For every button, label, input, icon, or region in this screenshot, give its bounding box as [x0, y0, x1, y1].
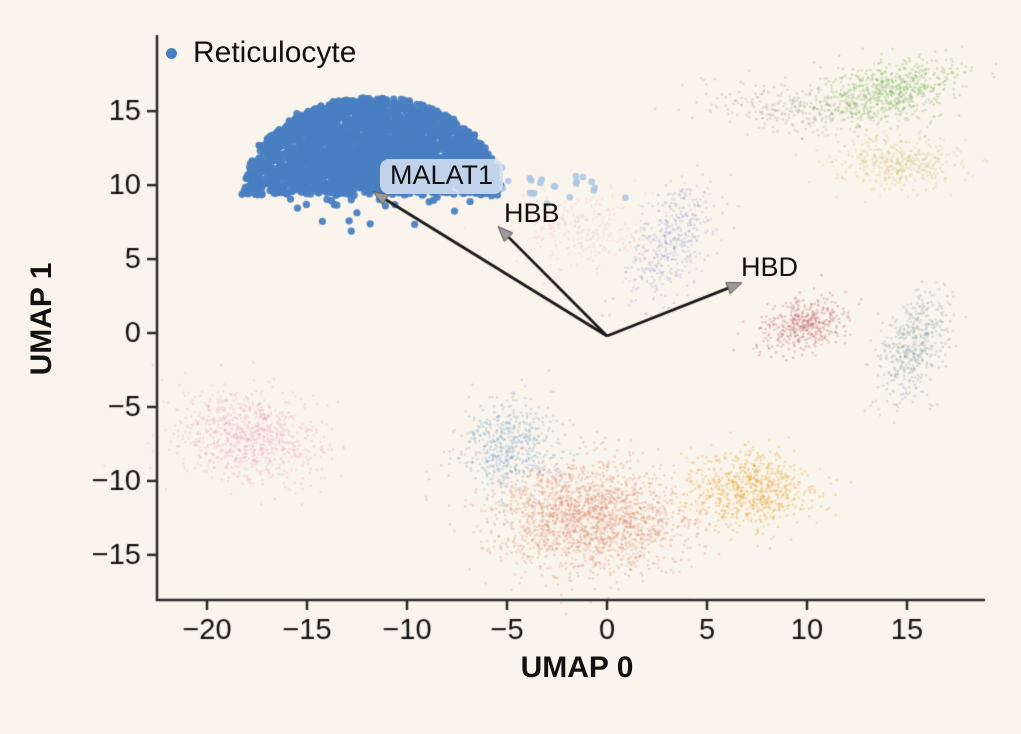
gene-label-hbb: HBB [504, 198, 560, 229]
gene-label-malat1: MALAT1 [380, 159, 504, 194]
legend-label-reticulocyte: Reticulocyte [193, 36, 357, 69]
y-axis-title: UMAP 1 [25, 262, 58, 376]
legend: Reticulocyte [166, 36, 356, 70]
gene-label-hbd: HBD [741, 251, 799, 282]
x-axis-title: UMAP 0 [520, 651, 634, 684]
legend-marker-reticulocyte [166, 47, 177, 59]
